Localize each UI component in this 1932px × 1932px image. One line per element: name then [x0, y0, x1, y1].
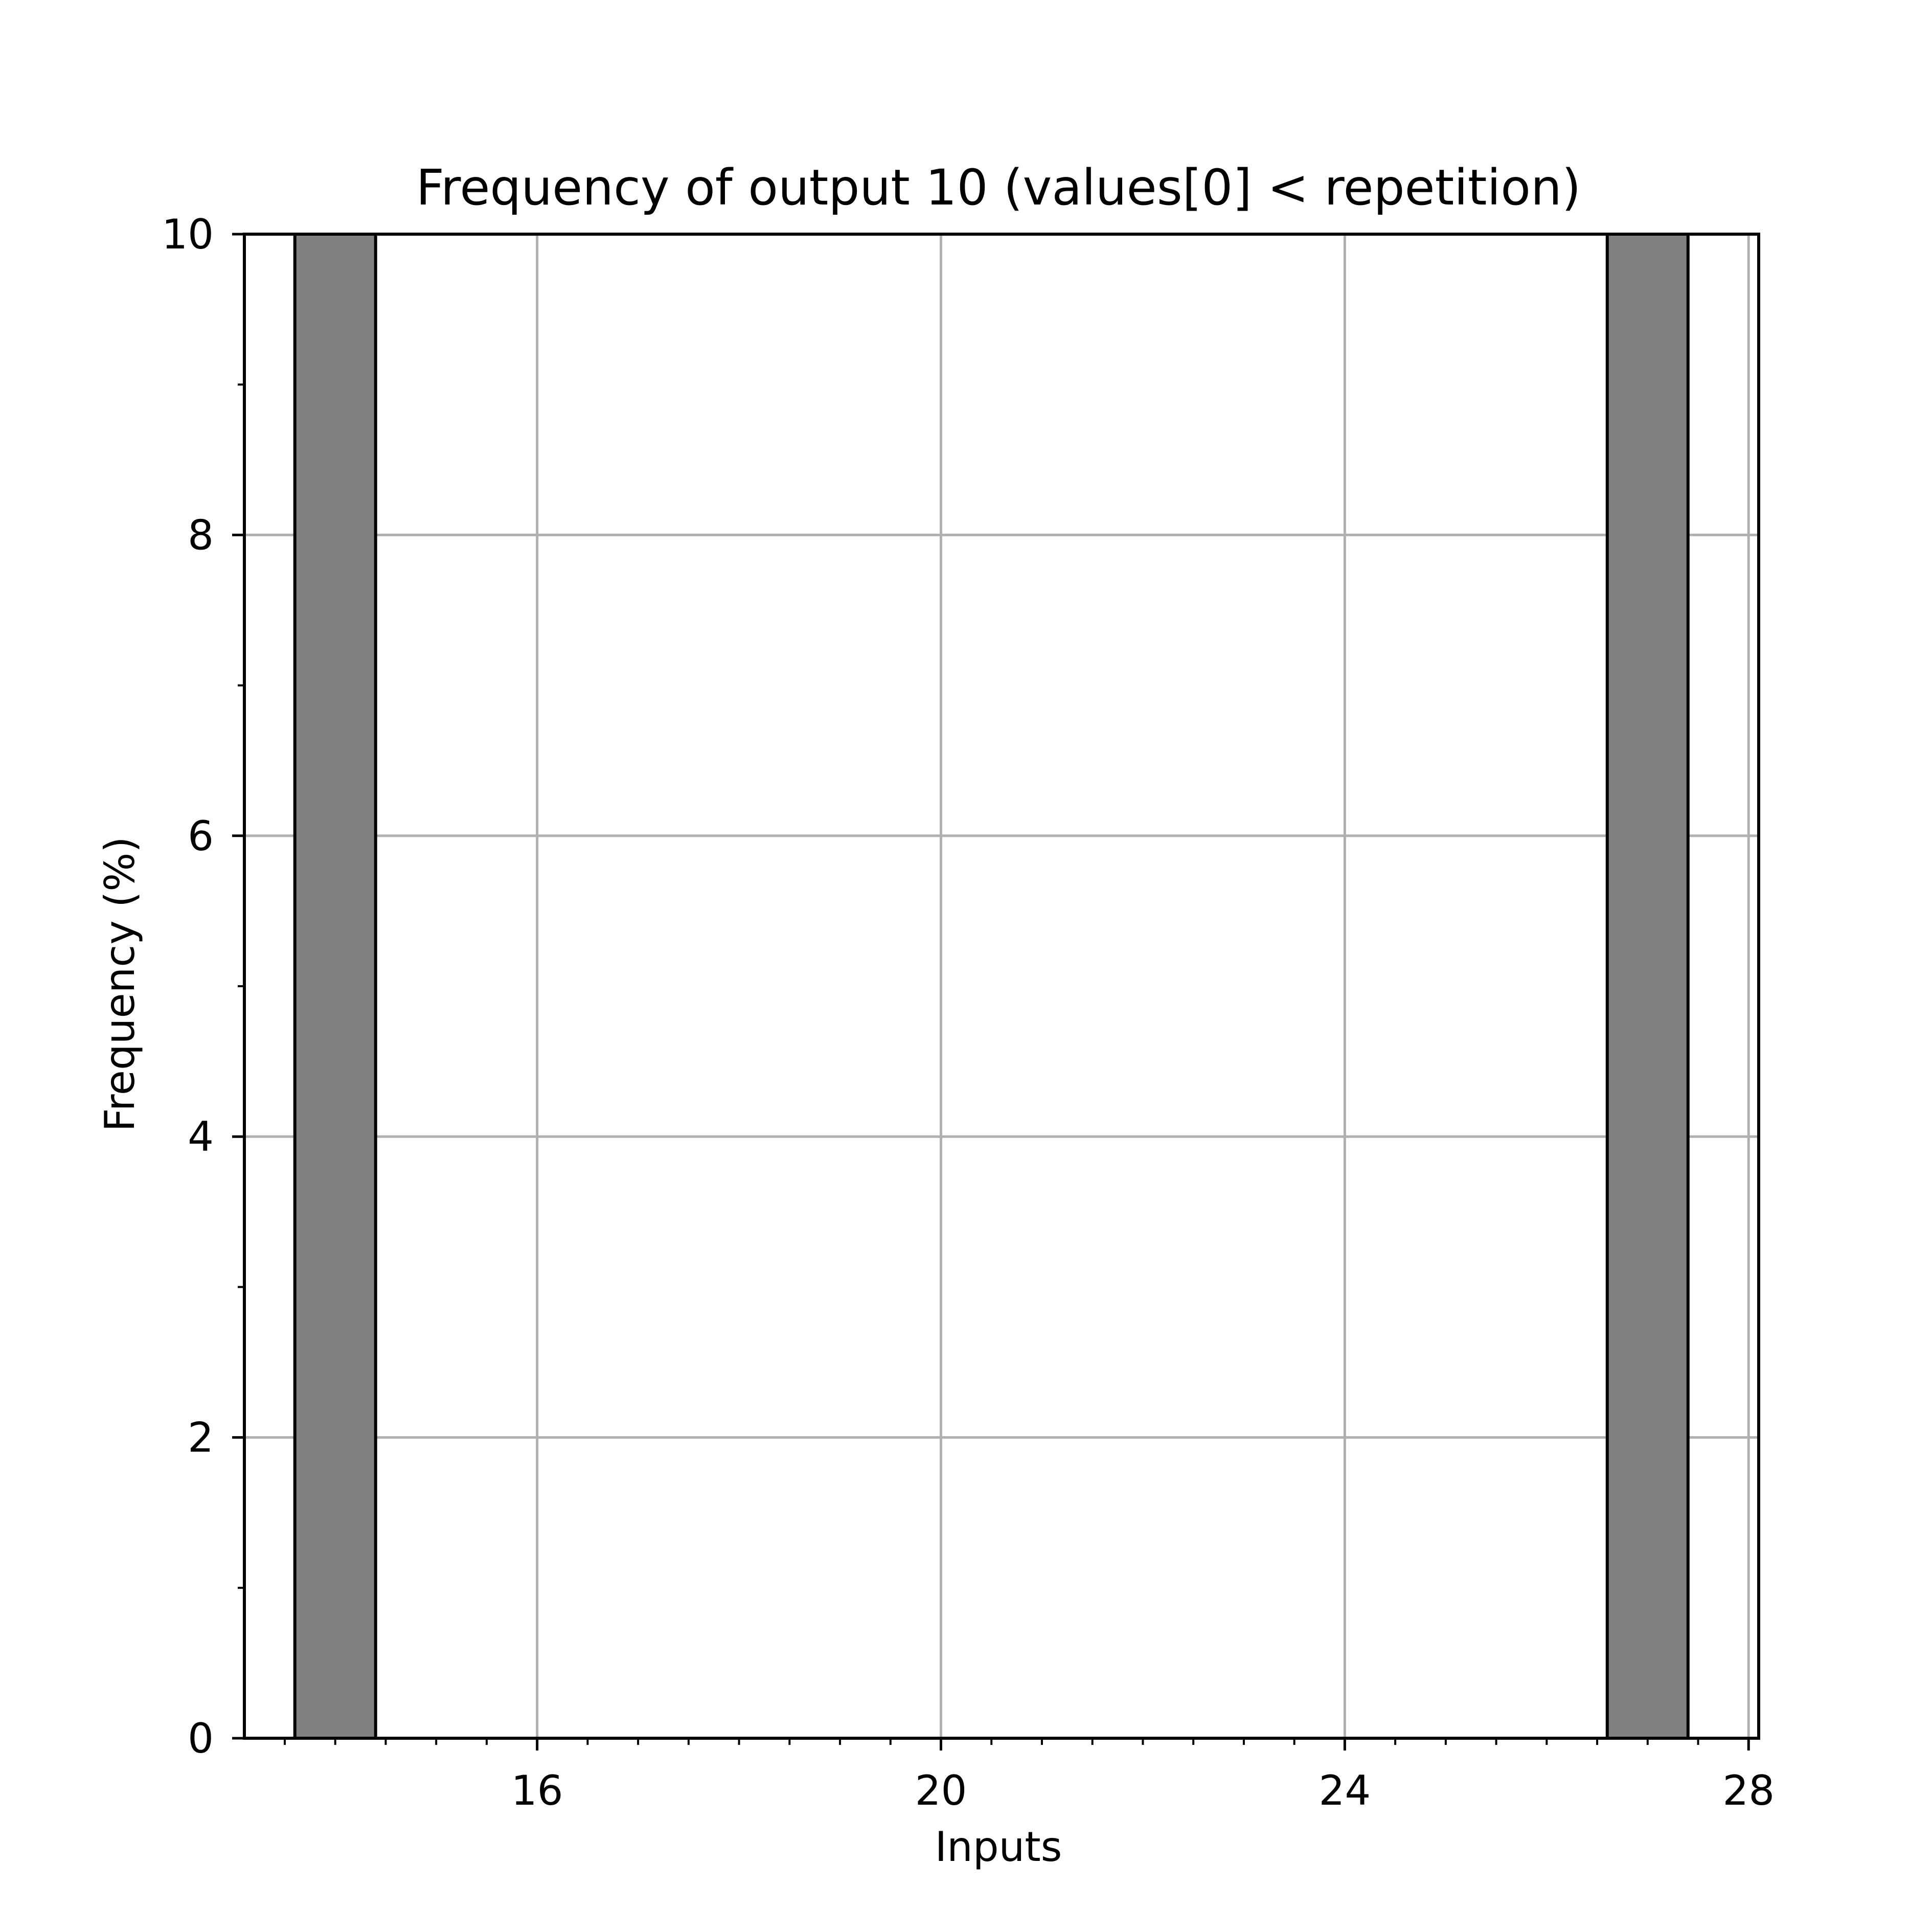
- y-tick-label: 10: [162, 211, 214, 258]
- y-tick-label: 2: [188, 1414, 214, 1462]
- x-tick-label: 20: [915, 1767, 967, 1814]
- histogram-bar: [1605, 233, 1690, 1740]
- x-tick-label: 28: [1722, 1767, 1775, 1814]
- chart-title: Frequency of output 10 (values[0] < repe…: [416, 159, 1581, 216]
- x-tick-label: 24: [1319, 1767, 1371, 1814]
- histogram-bar: [293, 233, 377, 1740]
- y-tick-label: 8: [188, 511, 214, 559]
- bars: [293, 233, 1690, 1740]
- x-axis-label: Inputs: [935, 1823, 1062, 1871]
- x-tick-label: 16: [511, 1767, 563, 1814]
- y-axis-label: Frequency (%): [96, 836, 144, 1131]
- y-tick-label: 0: [188, 1715, 214, 1762]
- y-tick-label: 4: [188, 1113, 214, 1161]
- y-tick-label: 6: [188, 812, 214, 860]
